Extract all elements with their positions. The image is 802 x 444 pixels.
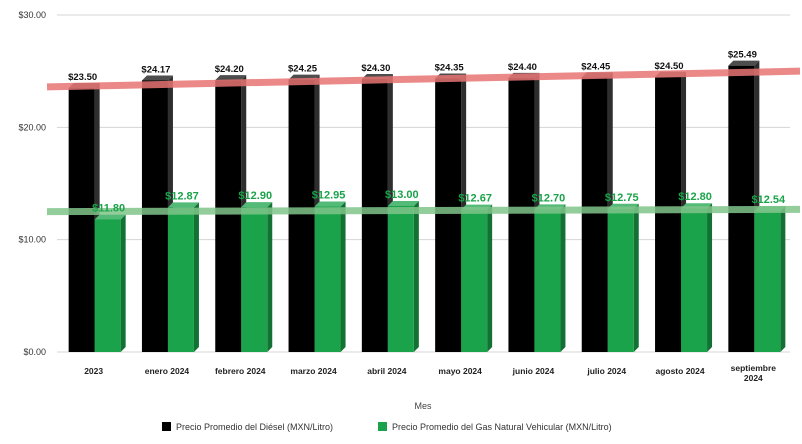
legend-swatch-diesel[interactable] [162,422,171,431]
legend-swatch-gnv[interactable] [378,422,387,431]
data-label-diesel: $24.25 [288,64,318,75]
x-tick-label: agosto 2024 [655,366,704,376]
data-label-gnv: $12.67 [458,193,492,205]
x-tick-label: marzo 2024 [290,366,337,376]
bar-top-diesel [728,60,760,66]
data-label-gnv: $12.70 [532,192,566,204]
data-label-gnv: $12.54 [752,194,787,206]
bar-gnv [461,209,488,352]
data-label-gnv: $12.80 [678,191,712,203]
bar-side-gnv [780,206,786,352]
bar-gnv [241,207,268,352]
bar-top-gnv [387,200,419,206]
data-label-gnv: $12.87 [165,190,199,202]
x-tick-label: abril 2024 [367,366,406,376]
data-label-diesel: $23.50 [68,72,97,83]
y-tick-label: $30.00 [18,10,46,20]
bar-diesel [581,77,608,352]
bar-top-gnv [167,202,199,208]
bar-diesel [361,79,388,352]
data-label-gnv: $12.75 [605,192,639,204]
data-label-gnv: $12.90 [238,190,272,202]
data-label-diesel: $24.17 [141,64,170,75]
x-tick-label: septiembre 2024 [731,363,777,383]
data-labels: $23.50 $24.17 $24.20 $24.25 $24.30 $24.35 $24.… [68,50,786,215]
legend[interactable]: Precio Promedio del Diésel (MXN/Litro) Pr… [162,422,612,432]
bar-gnv [167,207,194,352]
bar-side-gnv [633,203,639,352]
x-tick-label: febrero 2024 [215,366,266,376]
x-tick-label: julio 2024 [586,366,626,376]
bar-gnv [681,208,708,352]
bar-diesel [435,78,462,353]
x-tick-label: 2023 [84,366,103,376]
bars [68,60,786,353]
data-label-gnv: $11.80 [92,202,125,214]
bar-gnv [387,205,414,352]
bar-side-gnv [340,201,346,352]
x-tick-label: mayo 2024 [438,366,482,376]
bar-gnv [607,208,634,352]
bar-top-diesel [215,75,247,81]
bar-gnv [314,206,341,352]
legend-label-diesel[interactable]: Precio Promedio del Diésel (MXN/Litro) [176,422,333,432]
trendline-diesel [46,67,801,91]
bar-diesel [68,88,95,353]
data-label-diesel: $24.50 [655,61,684,72]
bar-side-gnv [707,203,713,352]
bar-gnv [754,211,781,352]
data-label-diesel: $24.45 [581,61,611,72]
data-label-diesel: $24.35 [435,62,465,73]
bar-top-gnv [94,214,126,220]
trendlines [46,67,801,216]
bar-side-gnv [560,204,566,352]
bar-top-gnv [241,202,273,208]
data-label-diesel: $25.49 [728,50,757,61]
bar-side-gnv [267,202,273,352]
bar-gnv [534,209,561,352]
x-tick-label: enero 2024 [145,366,190,376]
data-label-diesel: $24.30 [361,63,390,74]
legend-label-gnv[interactable]: Precio Promedio del Gas Natural Vehicula… [392,422,612,432]
data-label-gnv: $12.95 [312,190,346,202]
bar-top-diesel [141,75,173,81]
bar-diesel [288,79,315,352]
bar-side-gnv [413,200,419,352]
y-tick-label: $20.00 [18,122,46,132]
bar-side-gnv [487,204,493,352]
trendline-gnv [46,205,801,216]
bar-side-gnv [193,202,199,352]
y-tick-label: $10.00 [18,235,46,245]
y-tick-label: $0.00 [23,347,46,357]
x-tick-label: junio 2024 [512,366,555,376]
bar-top-gnv [314,201,346,207]
bar-side-gnv [120,214,126,352]
bar-diesel [655,76,682,353]
bar-diesel [141,80,168,353]
data-label-diesel: $24.40 [508,62,537,73]
axes: $0.00 $10.00 $20.00 $30.00 2023 enero 2024 feb… [18,10,776,411]
x-axis-title: Mes [414,401,432,411]
data-label-gnv: $13.00 [385,189,419,201]
data-label-diesel: $24.20 [215,64,244,75]
bar-diesel [215,80,242,353]
bar-diesel [508,77,535,352]
bar-gnv [94,219,121,352]
